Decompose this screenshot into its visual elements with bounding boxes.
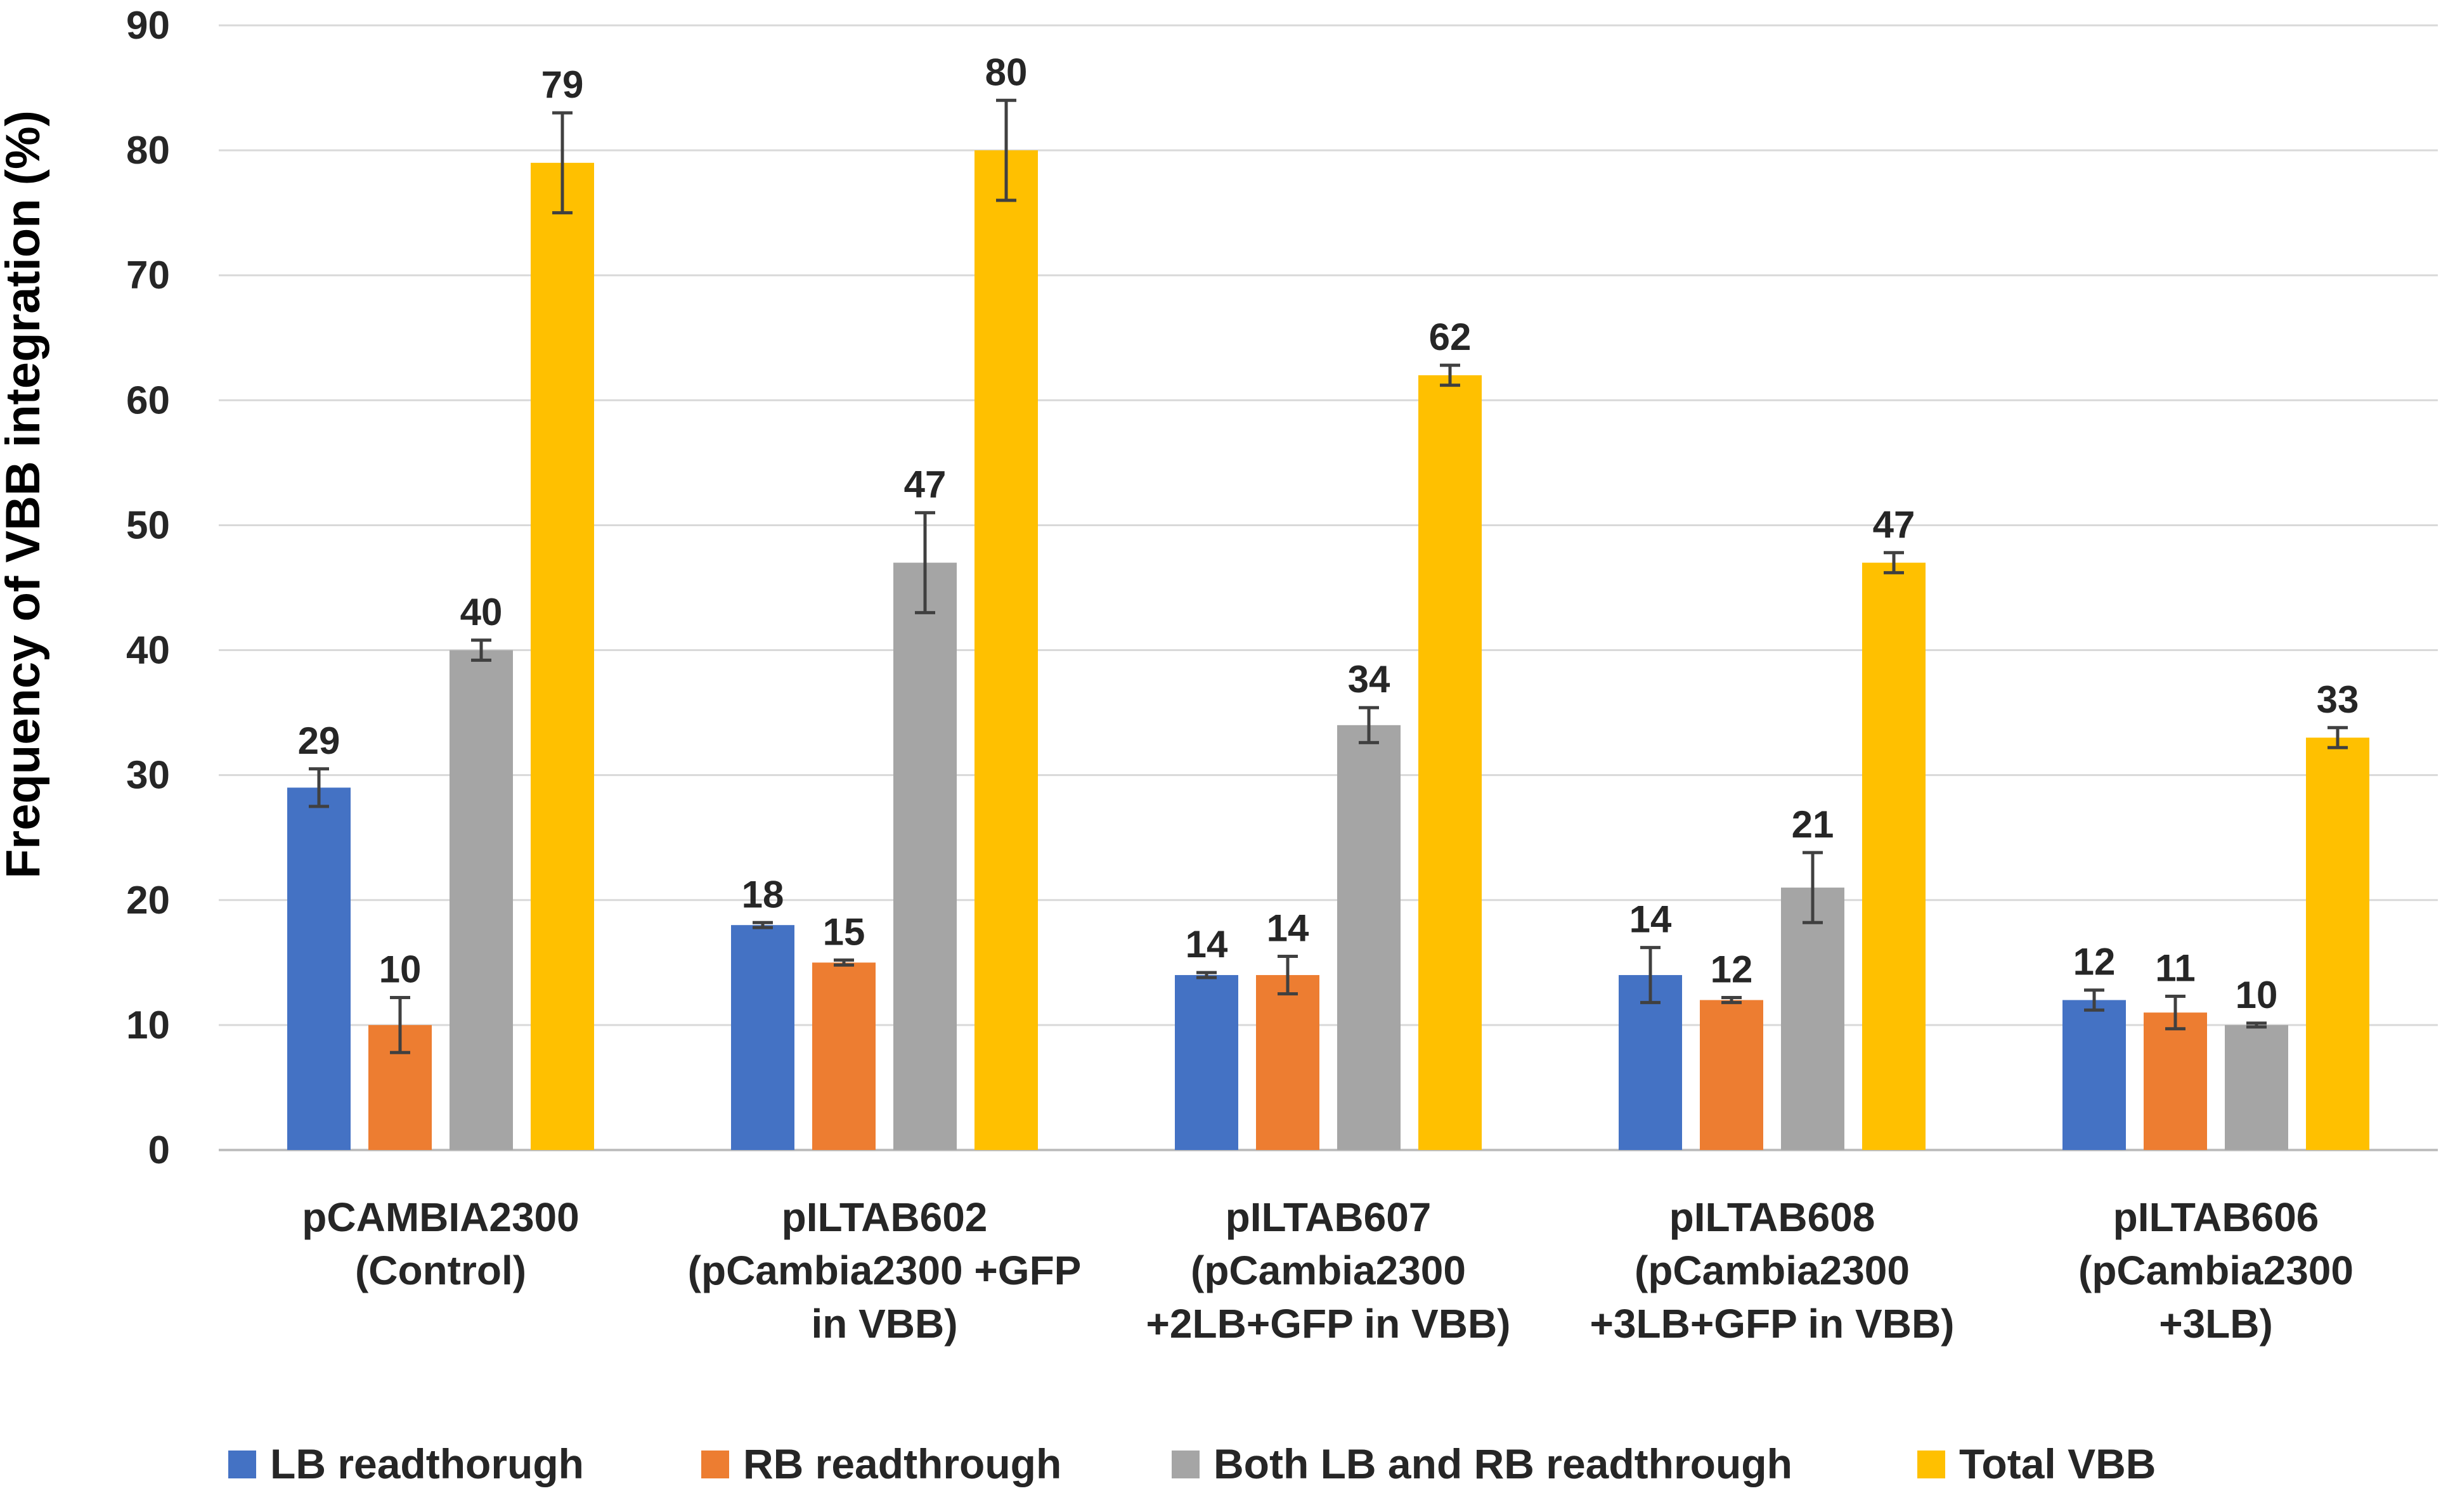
x-axis-categories: pCAMBIA2300 (Control) pILTAB602 (pCambia230… (302, 1194, 2354, 1347)
data-label: 33 (2317, 678, 2359, 721)
data-label: 47 (1873, 503, 1915, 546)
legend-swatch (1917, 1451, 1945, 1478)
y-tick-label: 10 (126, 1004, 170, 1047)
data-label: 12 (1711, 948, 1753, 991)
bar (2225, 1024, 2288, 1150)
legend-label: Both LB and RB readthrough (1214, 1440, 1792, 1487)
data-label: 15 (823, 910, 865, 953)
data-label: 12 (2073, 941, 2116, 983)
data-label: 10 (379, 948, 422, 991)
category-label: pCAMBIA2300 (Control) (302, 1194, 579, 1293)
bar (1418, 375, 1482, 1150)
bar (1175, 975, 1238, 1150)
bar (2144, 1012, 2207, 1150)
bar (531, 162, 594, 1150)
category-label: pILTAB608 (pCambia2300 +3LB+GFP in VBB) (1590, 1194, 1955, 1347)
data-label: 34 (1348, 658, 1390, 701)
data-label: 14 (1186, 923, 1228, 966)
bar-series (287, 150, 2369, 1151)
bar (2062, 1000, 2126, 1150)
bar (1700, 1000, 1763, 1150)
data-label: 10 (2236, 974, 2278, 1016)
data-labels: 29 18 14 14 12 10 15 14 12 11 40 47 34 21 10 79 80 62 47 33 (298, 51, 2359, 1016)
y-tick-label: 90 (126, 4, 170, 48)
data-label: 14 (1267, 907, 1309, 949)
bar (287, 787, 351, 1150)
bar (893, 562, 957, 1150)
bar (1781, 888, 1844, 1150)
bar (731, 925, 794, 1150)
legend-swatch (1172, 1451, 1200, 1478)
legend-label: RB readthrough (743, 1440, 1061, 1487)
bar (812, 962, 876, 1150)
category-label: pILTAB602 (pCambia2300 +GFP in VBB) (688, 1194, 1082, 1347)
bar (1619, 975, 1682, 1150)
category-label: pILTAB606 (pCambia2300 +3LB) (2078, 1194, 2354, 1347)
data-label: 80 (985, 51, 1028, 93)
data-label: 47 (904, 463, 947, 506)
bar (450, 650, 513, 1150)
bar (1862, 562, 1926, 1150)
legend-label: LB readthorugh (270, 1440, 584, 1487)
error-bars (309, 98, 2348, 1054)
category-label: pILTAB607 (pCambia2300 +2LB+GFP in VBB) (1146, 1194, 1511, 1347)
data-label: 79 (541, 63, 584, 106)
y-tick-label: 60 (126, 378, 170, 422)
legend-swatch (701, 1451, 729, 1478)
bar (1337, 725, 1401, 1150)
y-axis-title: Frequency of VBB integration (%) (0, 110, 50, 879)
data-label: 11 (2155, 947, 2195, 990)
legend-swatch (228, 1451, 256, 1478)
y-tick-label: 40 (126, 629, 170, 673)
bar (974, 150, 1038, 1151)
data-label: 40 (460, 591, 503, 633)
y-tick-label: 70 (126, 254, 170, 297)
data-label: 21 (1792, 803, 1834, 846)
data-label: 18 (742, 873, 784, 915)
data-label: 62 (1429, 316, 1472, 358)
y-axis-ticks: 0 10 20 30 40 50 60 70 80 90 (126, 4, 170, 1172)
data-label: 14 (1629, 898, 1672, 941)
legend: LB readthorugh RB readthrough Both LB and … (228, 1440, 2156, 1487)
bar (2306, 737, 2369, 1150)
y-tick-label: 80 (126, 129, 170, 172)
bar (1256, 975, 1319, 1150)
data-label: 29 (298, 720, 340, 762)
y-tick-label: 30 (126, 754, 170, 798)
y-tick-label: 0 (148, 1128, 170, 1172)
y-tick-label: 20 (126, 879, 170, 922)
y-tick-label: 50 (126, 503, 170, 547)
legend-label: Total VBB (1959, 1440, 2156, 1487)
